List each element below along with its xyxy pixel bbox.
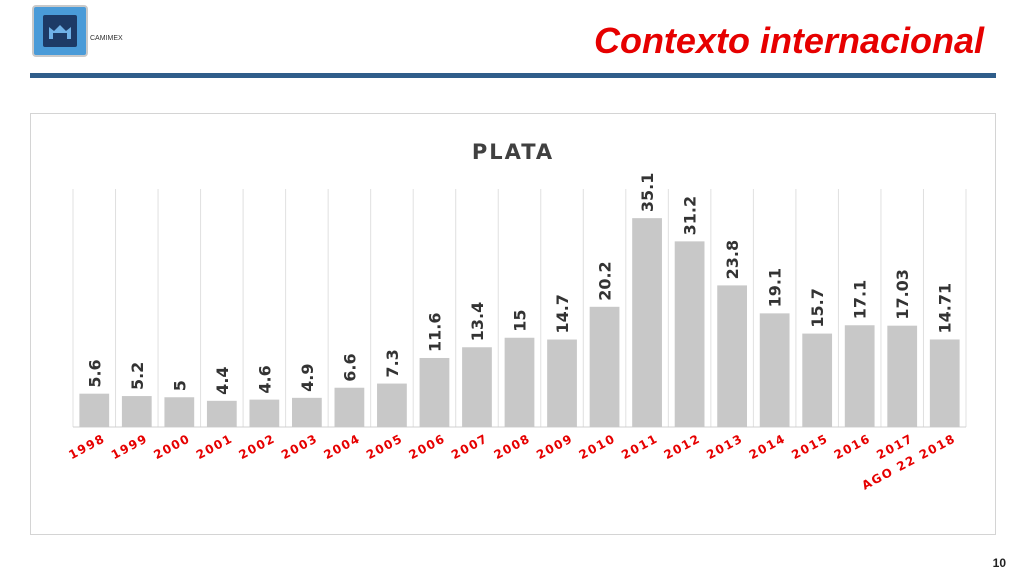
category-label: 2015: [789, 431, 830, 462]
category-label: 2004: [321, 431, 362, 462]
chart-title: PLATA: [472, 140, 554, 164]
value-label: 19.1: [766, 268, 785, 307]
bar-2010: [589, 306, 620, 427]
bar-2012: [674, 241, 705, 427]
bar-2000: [164, 397, 195, 427]
value-label: 20.2: [596, 261, 615, 300]
category-label: 2012: [662, 431, 703, 462]
value-label: 23.8: [723, 240, 742, 279]
category-label: 2003: [279, 431, 320, 462]
camimex-logo: CAMIMEX: [32, 5, 123, 60]
bar-2009: [547, 339, 577, 427]
category-label: 2013: [704, 431, 745, 462]
bar-2002: [249, 399, 280, 427]
category-label: 2010: [577, 431, 618, 462]
logo-icon: [32, 5, 88, 57]
value-label: 14.7: [553, 294, 572, 333]
category-label: 2016: [832, 431, 873, 462]
value-label: 7.3: [383, 349, 402, 377]
category-label: 2001: [194, 431, 235, 462]
category-label: 1999: [109, 431, 150, 462]
bar-2004: [334, 387, 365, 427]
bar-2007: [462, 347, 492, 427]
title-divider: [30, 73, 996, 78]
value-label: 5.2: [128, 362, 147, 390]
value-label: 35.1: [638, 173, 657, 212]
value-label: 5: [170, 380, 189, 391]
category-label: 2006: [406, 431, 447, 462]
category-label: 2000: [151, 431, 192, 462]
value-label: 14.71: [936, 283, 955, 334]
value-label: 15: [511, 309, 530, 331]
bar-2005: [377, 383, 407, 427]
value-label: 4.9: [298, 364, 317, 392]
bar-2015: [802, 333, 833, 427]
category-label: 2011: [619, 431, 660, 462]
bar-2006: [419, 357, 450, 427]
value-label: 17.03: [893, 269, 912, 320]
category-label: 2005: [364, 431, 405, 462]
bar-2011: [632, 218, 662, 427]
category-label: 1998: [66, 431, 107, 462]
category-label: 2014: [747, 431, 788, 462]
value-label: 6.6: [340, 353, 359, 381]
category-label: 2002: [236, 431, 277, 462]
value-label: 11.6: [425, 312, 444, 351]
bar-ago-22-2018: [929, 339, 960, 427]
bar-2008: [504, 337, 535, 427]
value-label: 31.2: [681, 196, 700, 235]
bar-1998: [79, 393, 110, 427]
bar-2003: [291, 397, 322, 427]
bar-1999: [121, 396, 152, 427]
page-number: 10: [992, 556, 1006, 570]
bar-2014: [759, 313, 790, 427]
chart-frame: PLATA 5.6 5.2 5 4.4 4.6 4.9 6.6 7.3 11.6 13.4 15 14…: [30, 113, 996, 535]
bar-2017: [887, 325, 918, 427]
chart-value-labels: 5.6 5.2 5 4.4 4.6 4.9 6.6 7.3 11.6 13.4 15 14.7 20.2…: [85, 173, 954, 395]
plata-bar-chart: PLATA 5.6 5.2 5 4.4 4.6 4.9 6.6 7.3 11.6 13.4 15 14…: [66, 140, 967, 493]
chart-category-labels: 1998 1999 2000 2001 2002 2003 2004 2005 2006 2007…: [66, 431, 958, 492]
chart-bars: [79, 218, 960, 427]
bar-2001: [206, 400, 237, 427]
bar-2016: [844, 325, 875, 427]
value-label: 17.1: [851, 280, 870, 319]
value-label: 15.7: [808, 288, 827, 327]
logo-text: CAMIMEX: [90, 35, 123, 42]
category-label: 2009: [534, 431, 575, 462]
category-label: 2007: [449, 431, 490, 462]
value-label: 13.4: [468, 302, 487, 341]
value-label: 5.6: [85, 359, 104, 387]
category-label: 2008: [492, 431, 533, 462]
page-title: Contexto internacional: [593, 20, 984, 61]
value-label: 4.4: [213, 366, 232, 394]
bar-2013: [717, 285, 748, 427]
value-label: 4.6: [255, 365, 274, 393]
